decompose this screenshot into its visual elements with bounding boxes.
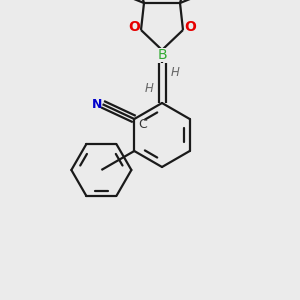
Text: N: N <box>92 98 102 111</box>
Text: H: H <box>145 82 153 95</box>
Text: O: O <box>184 20 196 34</box>
Text: O: O <box>128 20 140 34</box>
Text: C: C <box>138 118 147 130</box>
Text: H: H <box>171 67 179 80</box>
Text: B: B <box>157 48 167 62</box>
